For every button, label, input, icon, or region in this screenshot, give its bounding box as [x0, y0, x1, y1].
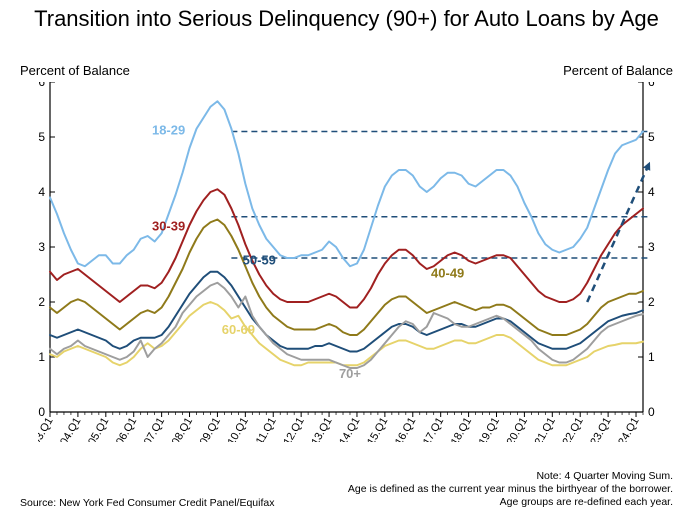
svg-text:12.Q1: 12.Q1 [281, 416, 306, 443]
svg-text:2: 2 [648, 295, 655, 309]
y-axis-label-right: Percent of Balance [563, 63, 673, 78]
svg-text:11.Q1: 11.Q1 [254, 416, 279, 443]
source-note: Source: New York Fed Consumer Credit Pan… [20, 497, 274, 509]
svg-text:50-59: 50-59 [243, 253, 276, 268]
svg-text:30-39: 30-39 [152, 219, 185, 234]
svg-text:19.Q1: 19.Q1 [477, 416, 502, 443]
svg-text:5: 5 [648, 130, 655, 144]
svg-text:6: 6 [648, 82, 655, 89]
note-line: Age groups are re-defined each year. [348, 496, 673, 509]
note-line: Note: 4 Quarter Moving Sum. [348, 470, 673, 483]
svg-text:16.Q1: 16.Q1 [393, 416, 418, 443]
svg-text:3: 3 [38, 240, 45, 254]
svg-text:23.Q1: 23.Q1 [588, 416, 613, 443]
svg-text:4: 4 [648, 185, 655, 199]
svg-text:06.Q1: 06.Q1 [114, 416, 139, 443]
note-line: Age is defined as the current year minus… [348, 483, 673, 496]
line-chart: 0011223344556603.Q104.Q105.Q106.Q107.Q10… [38, 82, 655, 442]
svg-text:20.Q1: 20.Q1 [505, 416, 530, 442]
y-axis-label-left: Percent of Balance [20, 63, 130, 78]
chart-title: Transition into Serious Delinquency (90+… [0, 6, 693, 31]
svg-text:09.Q1: 09.Q1 [198, 416, 223, 443]
svg-text:4: 4 [38, 185, 45, 199]
svg-text:40-49: 40-49 [431, 265, 464, 280]
svg-text:05.Q1: 05.Q1 [86, 416, 111, 443]
svg-text:10.Q1: 10.Q1 [226, 416, 251, 443]
svg-text:2: 2 [38, 295, 45, 309]
svg-text:18.Q1: 18.Q1 [449, 416, 474, 443]
svg-text:70+: 70+ [339, 366, 361, 381]
svg-text:1: 1 [648, 350, 655, 364]
svg-text:08.Q1: 08.Q1 [170, 416, 195, 443]
svg-text:6: 6 [38, 82, 45, 89]
svg-text:13.Q1: 13.Q1 [309, 416, 334, 443]
svg-text:18-29: 18-29 [152, 122, 185, 137]
svg-text:0: 0 [648, 405, 655, 419]
svg-text:03.Q1: 03.Q1 [38, 416, 56, 443]
svg-text:04.Q1: 04.Q1 [58, 416, 83, 443]
footnotes: Note: 4 Quarter Moving Sum. Age is defin… [348, 470, 673, 509]
svg-text:24.Q1: 24.Q1 [616, 416, 641, 443]
svg-text:14.Q1: 14.Q1 [337, 416, 362, 443]
svg-text:22.Q1: 22.Q1 [560, 416, 585, 443]
svg-text:5: 5 [38, 130, 45, 144]
svg-text:60-69: 60-69 [222, 322, 255, 337]
svg-text:1: 1 [38, 350, 45, 364]
chart-container: Transition into Serious Delinquency (90+… [0, 0, 693, 515]
svg-text:17.Q1: 17.Q1 [421, 416, 446, 443]
svg-text:15.Q1: 15.Q1 [365, 416, 390, 443]
svg-text:3: 3 [648, 240, 655, 254]
svg-text:07.Q1: 07.Q1 [142, 416, 167, 443]
svg-text:21.Q1: 21.Q1 [533, 416, 558, 443]
